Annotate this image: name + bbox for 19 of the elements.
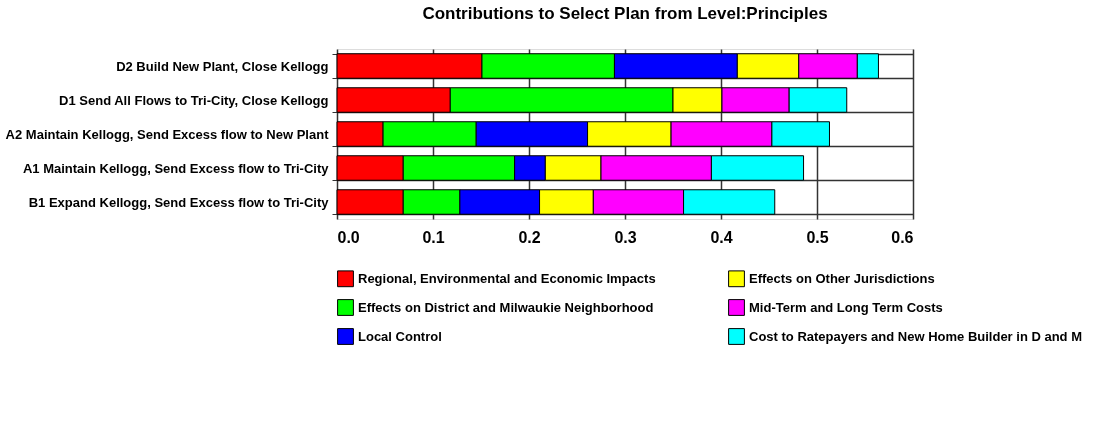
x-tick-label: 0.6 — [891, 228, 914, 246]
y-tick-label: A2 Maintain Kellogg, Send Excess flow to New Plant — [5, 126, 330, 142]
legend-label: Effects on District and Milwaukie Neighborhood — [358, 299, 654, 315]
x-tick-label: 0.0 — [337, 228, 360, 246]
legend-label: Cost to Ratepayers and New Home Builder in D and M — [749, 328, 1082, 344]
chart-title: Contributions to Select Plan from Level:Principles — [422, 4, 828, 23]
x-tick-label: 0.4 — [710, 228, 733, 246]
legend-label: Local Control — [358, 328, 442, 344]
y-tick-label: B1 Expand Kellogg, Send Excess flow to Tri-City — [28, 194, 330, 210]
x-tick-label: 0.2 — [518, 228, 541, 246]
x-tick-label: 0.1 — [422, 228, 445, 246]
y-tick-label: D1 Send All Flows to Tri-City, Close Kellogg — [59, 92, 329, 108]
legend-label: Regional, Environmental and Economic Impacts — [358, 270, 656, 286]
x-tick-label: 0.5 — [806, 228, 829, 246]
legend-label: Mid-Term and Long Term Costs — [749, 299, 943, 315]
legend-label: Effects on Other Jurisdictions — [749, 270, 935, 286]
y-tick-label: D2 Build New Plant, Close Kellogg — [116, 58, 329, 74]
y-tick-label: A1 Maintain Kellogg, Send Excess flow to Tri-City — [22, 160, 330, 176]
x-tick-label: 0.3 — [614, 228, 637, 246]
